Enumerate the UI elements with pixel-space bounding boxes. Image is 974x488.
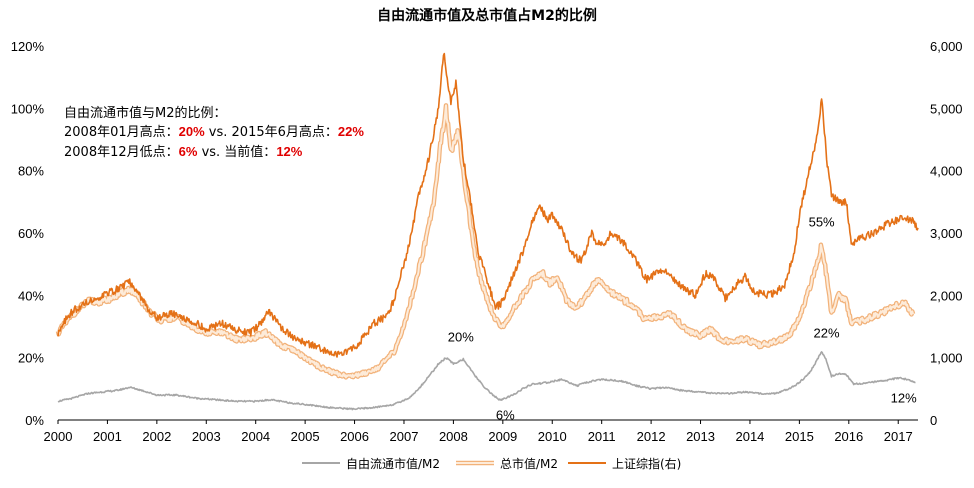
y-right-tick-label: 3,000 — [930, 226, 963, 241]
x-tick-label: 2006 — [340, 429, 369, 444]
y-left-tick-label: 120% — [11, 39, 45, 54]
x-tick-label: 2012 — [637, 429, 666, 444]
note-line-2-a: 2008年01月高点： — [64, 124, 179, 140]
legend-label: 上证综指(右) — [612, 456, 681, 471]
note-line-2: 2008年01月高点：20% vs. 2015年6月高点：22% — [64, 124, 364, 140]
note-line-3-a: 2008年12月低点： — [64, 145, 179, 160]
legend-label: 自由流通市值/M2 — [346, 456, 440, 471]
x-tick-label: 2016 — [834, 429, 863, 444]
axes: 0% 20% 40% 60% 80% 100% 120% 0 1,000 2,000 3,000 4,… — [11, 39, 963, 444]
x-tick-label: 2005 — [291, 429, 320, 444]
annotation-label: 12% — [891, 391, 917, 406]
x-tick-label: 2008 — [439, 429, 468, 444]
y-right-tick-label: 6,000 — [930, 39, 963, 54]
y-right-tick-label: 1,000 — [930, 351, 963, 366]
x-tick-label: 2015 — [785, 429, 814, 444]
y-left-tick-label: 20% — [18, 351, 44, 366]
note-line-3-c: vs. 当前值： — [197, 144, 276, 160]
x-tick-label: 2010 — [538, 429, 567, 444]
note-line-2-c: vs. 2015年6月高点： — [205, 124, 338, 140]
note-line-1: 自由流通市值与M2的比例： — [64, 105, 227, 121]
annotation-label: 6% — [496, 407, 515, 422]
x-tick-label: 2011 — [588, 429, 616, 444]
legend: 自由流通市值/M2 总市值/M2 上证综指(右) — [302, 456, 681, 471]
x-tick-label: 2001 — [93, 429, 122, 444]
x-tick-label: 2002 — [142, 429, 171, 444]
y-left-tick-label: 80% — [18, 164, 44, 179]
annotation-label: 22% — [814, 325, 840, 340]
x-tick-label: 2013 — [686, 429, 715, 444]
y-left-tick-label: 60% — [18, 226, 44, 241]
series-total-mcap-line — [57, 104, 915, 379]
x-tick-label: 2000 — [44, 429, 73, 444]
annotation-label: 55% — [809, 215, 835, 230]
chart-title: 自由流通市值及总市值占M2的比例 — [377, 7, 597, 24]
x-tick-label: 2017 — [884, 429, 913, 444]
note-line-3: 2008年12月低点：6% vs. 当前值：12% — [64, 144, 303, 160]
x-tick-label: 2004 — [241, 429, 270, 444]
note-line-2-b: 20% — [179, 124, 205, 139]
legend-label: 总市值/M2 — [500, 456, 558, 471]
y-right-tick-label: 4,000 — [930, 164, 963, 179]
x-tick-label: 2007 — [390, 429, 419, 444]
y-right-tick-label: 5,000 — [930, 101, 963, 116]
y-left-tick-label: 100% — [11, 101, 45, 116]
x-tick-label: 2003 — [192, 429, 221, 444]
y-right-tick-label: 0 — [930, 413, 937, 428]
annotations: 20% 6% 55% 22% 12% — [448, 215, 917, 423]
series-free-float-line — [57, 351, 916, 411]
note-line-3-b: 6% — [179, 144, 198, 159]
note-line-2-d: 22% — [338, 124, 364, 139]
y-left-tick-label: 0% — [25, 413, 44, 428]
y-left-tick-label: 40% — [18, 288, 44, 303]
y-right-tick-label: 2,000 — [930, 288, 963, 303]
annotation-label: 20% — [448, 330, 474, 345]
note-box: 自由流通市值与M2的比例： 2008年01月高点：20% vs. 2015年6月… — [64, 105, 364, 160]
x-tick-label: 2009 — [488, 429, 517, 444]
note-line-3-d: 12% — [276, 144, 302, 159]
series-shanghai-index-line — [57, 52, 919, 358]
x-tick-label: 2014 — [735, 429, 764, 444]
series-group — [55, 52, 919, 411]
